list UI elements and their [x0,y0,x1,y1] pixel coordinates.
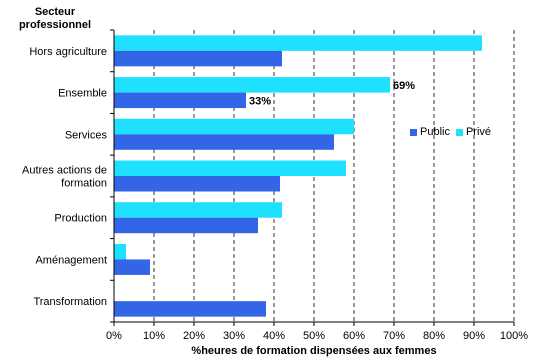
x-tick-label: 70% [383,330,405,342]
bar-public [114,134,334,150]
legend-swatch-prive [455,128,463,136]
bar-prive [114,160,346,176]
x-tick-label: 50% [303,330,325,342]
legend-item-public: Public [410,126,450,138]
legend-label-prive: Privé [465,126,492,138]
category-label-line: Aménagement [35,254,107,266]
category-label: Production [54,213,107,225]
bar-public [114,92,246,109]
x-tick-label: 10% [143,330,165,342]
category-label-line: Transformation [33,296,107,308]
legend-swatch-public [410,128,417,136]
category-label: Aménagement [35,254,107,266]
category-label: Ensemble [58,88,107,100]
x-tick-label: 20% [183,330,205,342]
bar-public [114,259,150,275]
bar-prive [114,243,126,260]
bar-prive [114,35,482,51]
category-label: Autres actions de formation [22,165,107,190]
category-label-line: formation [61,178,107,190]
bar-public [114,176,280,192]
category-label-line: Ensemble [58,88,107,100]
bar-prive [114,77,390,93]
category-label-line: Hors agriculture [29,46,107,58]
category-label-line: Autres actions de [22,165,107,177]
legend: Public Privé [410,126,494,138]
legend-label-public: Public [420,126,450,138]
x-tick-label: 100% [500,330,528,342]
x-tick-label: 60% [343,330,365,342]
data-label: 33% [249,95,271,107]
category-label: Services [65,129,108,141]
bar-public [114,50,282,67]
bar-prive [114,118,354,135]
category-label: Transformation [33,296,107,308]
y-axis-title: Secteur professionnel [18,6,92,31]
category-label-line: Services [65,129,108,141]
x-tick-label: 0% [106,330,122,342]
bar-prive [114,202,282,218]
x-tick-label: 40% [263,330,285,342]
x-tick-label: 90% [463,330,485,342]
legend-item-prive: Privé [455,126,492,138]
x-tick-label: 80% [423,330,445,342]
bar-public [114,301,266,317]
category-label: Hors agriculture [29,46,107,58]
category-label-line: Production [54,213,107,225]
bar-public [114,217,258,234]
data-label: 69% [393,80,415,92]
x-tick-label: 30% [223,330,245,342]
x-axis-title: %heures de formation dispensées aux femm… [191,345,437,357]
